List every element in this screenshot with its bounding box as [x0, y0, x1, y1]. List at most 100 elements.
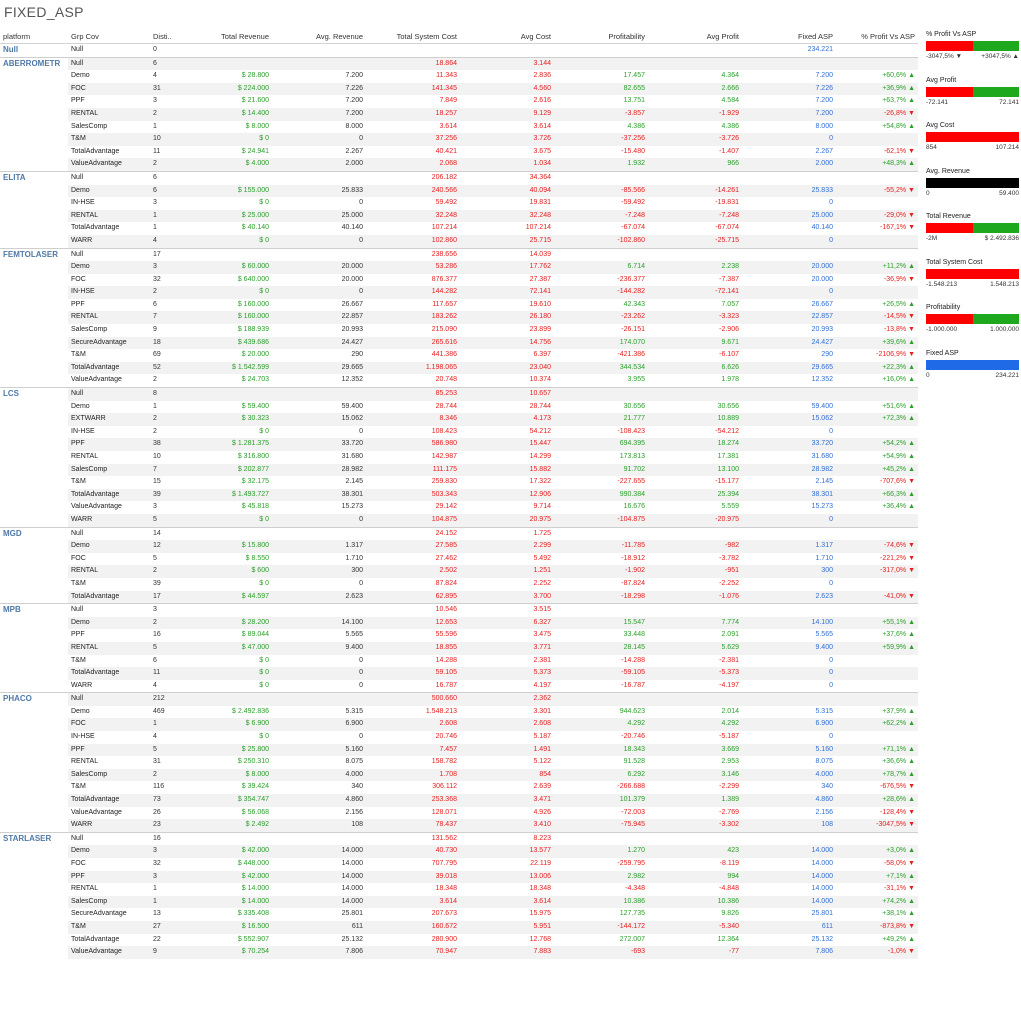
table-row[interactable]: ValueAdvantage 26 $ 56.068 2.156 128.071 4.92… — [0, 807, 918, 820]
table-row[interactable]: RENTAL 2 $ 600 300 2.502 1.251 -1.902 -951 300 -3… — [0, 565, 918, 578]
table-row[interactable]: T&M 10 $ 0 0 37.256 3.726 -37.256 -3.726 0 — [0, 133, 918, 146]
table-row[interactable]: T&M 116 $ 39.424 340 306.112 2.639 -266.688 -2.… — [0, 781, 918, 794]
platform-label[interactable]: FEMTOLASER — [0, 247, 68, 388]
legend-avg-cost[interactable]: Avg Cost 854 107.214 — [926, 121, 1019, 167]
table-row[interactable]: IN-HSE 2 $ 0 0 144.282 72.141 -144.282 -72.141 0 — [0, 286, 918, 299]
table-row[interactable]: PPF 3 $ 42.000 14.000 39.018 13.006 2.982 994 14… — [0, 870, 918, 884]
table-row[interactable]: SalesComp 1 $ 14.000 14.000 3.614 3.614 10.386… — [0, 895, 918, 909]
col-header-total-revenue[interactable]: Total Revenue — [178, 30, 272, 44]
table-row[interactable]: SecureAdvantage 13 $ 335.408 25.801 207.673 1… — [0, 908, 918, 921]
table-row[interactable]: TotalAdvantage 17 $ 44.597 2.623 62.895 3.700… — [0, 590, 918, 604]
platform-label[interactable]: PHACO — [0, 692, 68, 833]
table-row[interactable]: IN-HSE 3 $ 0 0 59.492 19.831 -59.492 -19.831 0 — [0, 197, 918, 210]
table-row[interactable]: T&M 6 $ 0 0 14.288 2.381 -14.288 -2.381 0 — [0, 655, 918, 668]
table-row[interactable]: FOC 1 $ 6.900 6.900 2.608 2.608 4.292 4.292 6.90… — [0, 718, 918, 732]
table-row[interactable]: T&M 27 $ 16.500 611 160.672 5.951 -144.172 -5.3… — [0, 920, 918, 934]
legend-profit-vs-asp[interactable]: % Profit Vs ASP -3047,5% ▼ +3047,5% ▲ — [926, 30, 1019, 76]
table-row[interactable]: ABERROMETR Null 6 18.864 3.144 — [0, 56, 918, 172]
legend-total-system-cost[interactable]: Total System Cost -1.548.213 1.548.213 — [926, 258, 1019, 304]
table-row[interactable]: Demo 469 $ 2.492.836 5.315 1.548.213 3.301 944… — [0, 706, 918, 719]
table-row[interactable]: ValueAdvantage 9 $ 70.254 7.806 70.947 7.883-… — [0, 946, 918, 959]
table-row[interactable]: SalesComp 1 $ 8.000 8.000 3.614 3.614 4.386 4.3… — [0, 121, 918, 134]
legend-avg-profit[interactable]: Avg Profit -72.141 72.141 — [926, 76, 1019, 122]
platform-label[interactable]: ELITA — [0, 170, 68, 248]
table-row[interactable]: PPF 5 $ 25.800 5.160 7.457 1.491 18.343 3.669 5.… — [0, 743, 918, 757]
table-row[interactable]: T&M 69 $ 20.000 290 441.386 6.397 -421.386 -6.1… — [0, 349, 918, 362]
table-row[interactable]: FOC 31 $ 224.000 7.226 141.345 4.560 82.655 2.6… — [0, 82, 918, 96]
table-row[interactable]: FOC 32 $ 640.000 20.000 876.377 27.387 -236.37… — [0, 274, 918, 287]
table-row[interactable]: T&M 39 $ 0 0 87.824 2.252 -87.824 -2.252 0 — [0, 578, 918, 591]
col-header-profitability[interactable]: Profitability — [554, 30, 648, 44]
col-header-total-system-cost[interactable]: Total System Cost — [366, 30, 460, 44]
table-row[interactable]: Demo 1 $ 59.400 59.400 28.744 28.744 30.656 30.… — [0, 401, 918, 414]
table-row[interactable]: TotalAdvantage 52 $ 1.542.599 29.665 1.198.0… — [0, 361, 918, 375]
table-row[interactable]: PPF 38 $ 1.281.375 33.720 586.980 15.447 694.3… — [0, 438, 918, 451]
table-row[interactable]: RENTAL 10 $ 316.800 31.680 142.987 14.299 173.… — [0, 451, 918, 464]
table-row[interactable]: RENTAL 5 $ 47.000 9.400 18.855 3.771 28.145 5.6… — [0, 641, 918, 655]
table-row[interactable]: Demo 4 $ 28.800 7.200 11.343 2.836 17.457 4.364… — [0, 70, 918, 83]
platform-label[interactable]: STARLASER — [0, 831, 68, 959]
table-row[interactable]: WARR 4 $ 0 0 102.860 25.715 -102.860 -25.715 0 — [0, 234, 918, 248]
table-row[interactable]: STARLASER Null 16 131.562 8.223 — [0, 831, 918, 959]
table-row[interactable]: WARR 23 $ 2.492 108 78.437 3.410 -75.945 -3.302… — [0, 819, 918, 833]
col-header-fixed-asp[interactable]: Fixed ASP — [742, 30, 836, 44]
table-row[interactable]: SalesComp 7 $ 202.877 28.982 111.175 15.882 91… — [0, 463, 918, 477]
table-row[interactable]: SalesComp 2 $ 8.000 4.000 1.708 854 6.292 3.146… — [0, 768, 918, 782]
table-row[interactable]: IN-HSE 2 $ 0 0 108.423 54.212 -108.423 -54.212 0 — [0, 426, 918, 439]
table-row[interactable]: Demo 12 $ 15.800 1.317 27.585 2.299 -11.785 -98… — [0, 540, 918, 553]
col-header-avg-cost[interactable]: Avg Cost — [460, 30, 554, 44]
table-row[interactable]: Demo 3 $ 42.000 14.000 40.730 13.577 1.270 423 1… — [0, 845, 918, 858]
table-row[interactable]: TotalAdvantage 39 $ 1.493.727 38.301 503.343… — [0, 488, 918, 502]
table-row[interactable]: IN-HSE 4 $ 0 0 20.746 5.187 -20.746 -5.187 0 — [0, 731, 918, 744]
table-row[interactable]: ValueAdvantage 2 $ 24.703 12.352 20.748 10.37… — [0, 374, 918, 387]
table-row[interactable]: EXTWARR 2 $ 30.323 15.062 8.346 4.173 21.777 10… — [0, 413, 918, 426]
table-row[interactable]: ValueAdvantage 2 $ 4.000 2.000 2.068 1.034 1.9… — [0, 158, 918, 172]
table-row[interactable]: WARR 4 $ 0 0 16.787 4.197 -16.787 -4.197 0 — [0, 680, 918, 693]
table-row[interactable]: PHACO Null 212 500.660 2.362 — [0, 692, 918, 833]
table-row[interactable]: MGD Null 14 24.152 1.725 — [0, 526, 918, 604]
table-row[interactable]: TotalAdvantage 11 $ 24.941 2.267 40.421 3.675… — [0, 146, 918, 159]
table-row[interactable]: RENTAL 7 $ 160.000 22.857 183.262 26.180 -23.2… — [0, 311, 918, 325]
platform-label[interactable]: MPB — [0, 603, 68, 693]
legend-fixed-asp[interactable]: Fixed ASP 0 234.221 — [926, 349, 1019, 395]
table-row[interactable]: WARR 5 $ 0 0 104.875 20.975 -104.875 -20.975 0 — [0, 513, 918, 528]
col-header-grp-cov[interactable]: Grp Cov — [68, 30, 150, 44]
table-row[interactable]: PPF 16 $ 89.044 5.565 55.596 3.475 33.448 2.091… — [0, 629, 918, 642]
col-header-avg-profit[interactable]: Avg Profit — [648, 30, 742, 44]
table-row[interactable]: MPB Null 3 10.546 3.515 — [0, 603, 918, 693]
crosstab[interactable]: platform Grp Cov Disti.. Total Revenue A… — [0, 30, 920, 959]
table-row[interactable]: Null Null 0 234.221 — [0, 43, 918, 58]
table-row[interactable]: ValueAdvantage 3 $ 45.818 15.273 29.142 9.714… — [0, 501, 918, 514]
table-row[interactable]: TotalAdvantage 11 $ 0 0 59.105 5.373 -59.105 -5… — [0, 667, 918, 680]
col-header-profit-vs-asp[interactable]: % Profit Vs ASP — [836, 30, 918, 44]
platform-label[interactable]: ABERROMETR — [0, 56, 68, 172]
table-row[interactable]: SecureAdvantage 18 $ 439.686 24.427 265.616 1… — [0, 336, 918, 350]
table-row[interactable]: FOC 5 $ 8.550 1.710 27.462 5.492 -18.912 -3.782… — [0, 553, 918, 566]
col-header-avg-revenue[interactable]: Avg. Revenue — [272, 30, 366, 44]
table-row[interactable]: TotalAdvantage 22 $ 552.907 25.132 280.900 12… — [0, 934, 918, 947]
table-row[interactable]: T&M 15 $ 32.175 2.145 259.830 17.322 -227.655 -… — [0, 476, 918, 489]
table-row[interactable]: TotalAdvantage 1 $ 40.140 40.140 107.214 107.… — [0, 222, 918, 235]
col-header-disti[interactable]: Disti.. — [150, 30, 178, 44]
table-row[interactable]: PPF 3 $ 21.600 7.200 7.849 2.616 13.751 4.584 7.… — [0, 95, 918, 108]
table-row[interactable]: RENTAL 31 $ 250.310 8.075 158.782 5.122 91.528… — [0, 756, 918, 769]
legend-profitability[interactable]: Profitability -1.000.000 1.000.000 — [926, 303, 1019, 349]
table-row[interactable]: TotalAdvantage 73 $ 354.747 4.860 253.368 3.4… — [0, 794, 918, 807]
table-row[interactable]: ELITA Null 6 206.182 34.364 — [0, 170, 918, 248]
table-row[interactable]: RENTAL 2 $ 14.400 7.200 18.257 9.129 -3.857 -1.… — [0, 107, 918, 121]
table-row[interactable]: Demo 2 $ 28.200 14.100 12.653 6.327 15.547 7.77… — [0, 616, 918, 630]
table-row[interactable]: PPF 6 $ 160.000 26.667 117.657 19.610 42.343 7.… — [0, 299, 918, 312]
table-row[interactable]: FOC 32 $ 448.000 14.000 707.795 22.119 -259.79… — [0, 858, 918, 871]
table-row[interactable]: SalesComp 9 $ 188.939 20.993 215.090 23.899 -2… — [0, 324, 918, 337]
platform-label[interactable]: Null — [0, 43, 68, 58]
table-row[interactable]: RENTAL 1 $ 14.000 14.000 18.348 18.348 -4.348 -… — [0, 883, 918, 896]
platform-label[interactable]: LCS — [0, 387, 68, 528]
platform-label[interactable]: MGD — [0, 526, 68, 604]
legend-total-revenue[interactable]: Total Revenue -2M $ 2.492.836 — [926, 212, 1019, 258]
table-row[interactable]: LCS Null 8 85.253 10.657 — [0, 387, 918, 528]
table-row[interactable]: FEMTOLASER Null 17 238.656 14.039 — [0, 247, 918, 388]
table-row[interactable]: RENTAL 1 $ 25.000 25.000 32.248 32.248 -7.248-… — [0, 209, 918, 223]
col-header-platform[interactable]: platform — [0, 30, 68, 44]
legend-avg-revenue[interactable]: Avg. Revenue 0 59.400 — [926, 167, 1019, 213]
table-row[interactable]: Demo 3 $ 60.000 20.000 53.286 17.762 6.714 2.23… — [0, 261, 918, 274]
